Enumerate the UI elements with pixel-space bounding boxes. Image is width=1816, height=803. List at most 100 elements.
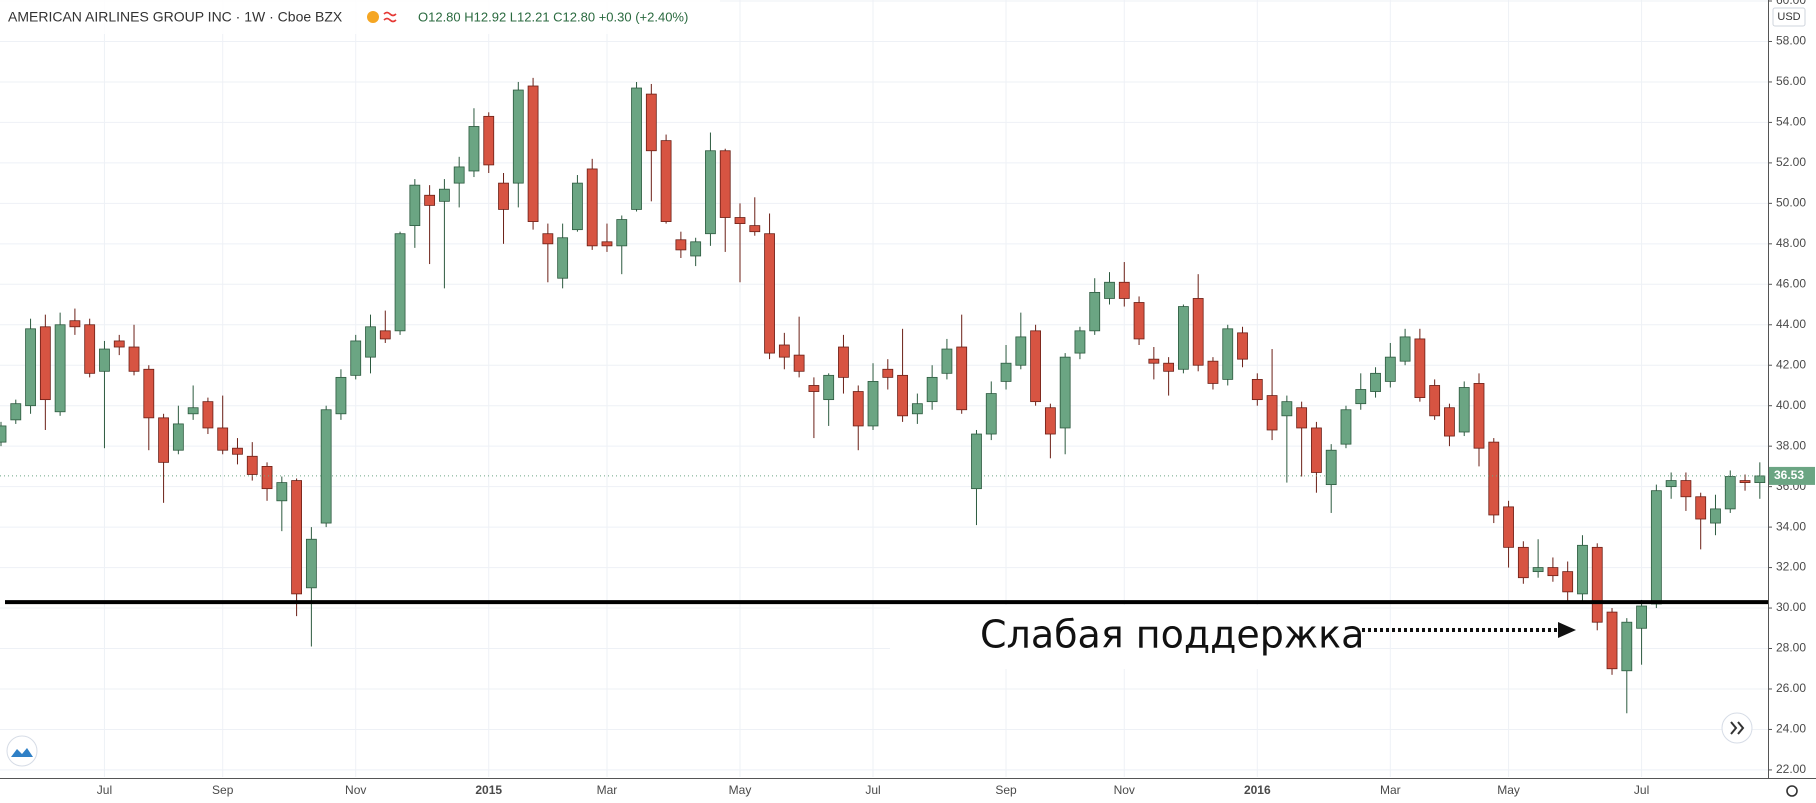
candle-body bbox=[54, 324, 66, 413]
price-axis-background bbox=[1769, 0, 1816, 803]
y-tick-label: 38.00 bbox=[1776, 438, 1806, 452]
y-tick-label: 58.00 bbox=[1776, 34, 1806, 48]
candle-body bbox=[926, 376, 938, 403]
y-tick-label: 56.00 bbox=[1776, 74, 1806, 88]
candle-body bbox=[793, 354, 805, 372]
candle-body bbox=[1547, 567, 1559, 577]
x-tick-label: Nov bbox=[345, 783, 366, 797]
candle-body bbox=[1237, 332, 1248, 360]
candle-body bbox=[1754, 475, 1766, 483]
session-icon bbox=[367, 11, 379, 23]
x-tick-label: Jul bbox=[865, 783, 880, 797]
candle-body bbox=[778, 344, 790, 358]
y-tick-label: 30.00 bbox=[1776, 600, 1806, 614]
candle-body bbox=[453, 166, 465, 184]
candle-body bbox=[99, 348, 110, 372]
y-tick-label: 22.00 bbox=[1776, 762, 1806, 776]
candle-body bbox=[1355, 389, 1367, 405]
candle-body bbox=[1074, 330, 1086, 354]
candle-body bbox=[1444, 407, 1455, 437]
y-tick-label: 42.00 bbox=[1776, 357, 1806, 371]
candle-body bbox=[39, 326, 51, 401]
overlay: AMERICAN AIRLINES GROUP INC · 1W · Cboe … bbox=[0, 0, 1753, 767]
x-tick-label: Jul bbox=[97, 783, 112, 797]
candle-body bbox=[1044, 407, 1056, 435]
candle-body bbox=[158, 417, 169, 463]
time-axis-background bbox=[0, 778, 1816, 803]
candle-body bbox=[1207, 360, 1219, 384]
settings-button[interactable] bbox=[1786, 785, 1798, 797]
candle-body bbox=[84, 324, 96, 374]
candle-body bbox=[808, 385, 820, 392]
y-tick-label: 52.00 bbox=[1776, 155, 1806, 169]
x-tick-label: Sep bbox=[212, 783, 234, 797]
candle-body bbox=[1222, 328, 1234, 380]
header-background bbox=[0, 0, 720, 34]
candle-body bbox=[1621, 621, 1633, 672]
candle-body bbox=[1133, 302, 1145, 340]
candle-body bbox=[1059, 356, 1071, 429]
candle-body bbox=[143, 368, 155, 419]
x-tick-label: Mar bbox=[597, 783, 618, 797]
candle-body bbox=[0, 425, 7, 443]
wave-icon bbox=[383, 11, 397, 23]
candle-body bbox=[1296, 407, 1308, 429]
candle-body bbox=[838, 346, 849, 378]
chart-title: AMERICAN AIRLINES GROUP INC · 1W · Cboe … bbox=[8, 9, 343, 25]
candle-body bbox=[911, 403, 923, 415]
candle-body bbox=[557, 237, 569, 279]
candle-body bbox=[1473, 383, 1485, 449]
candle-body bbox=[202, 401, 214, 429]
candle-body bbox=[897, 374, 908, 417]
currency-label: USD bbox=[1777, 11, 1800, 23]
y-tick-label: 44.00 bbox=[1776, 317, 1806, 331]
candle-body bbox=[1384, 356, 1396, 382]
logo-button[interactable] bbox=[6, 735, 38, 767]
candle-body bbox=[394, 233, 406, 332]
y-tick-label: 24.00 bbox=[1776, 722, 1806, 736]
candle-body bbox=[764, 233, 775, 354]
y-tick-label: 40.00 bbox=[1776, 398, 1806, 412]
y-tick-label: 60.00 bbox=[1776, 0, 1806, 7]
annotation-arrowhead bbox=[1558, 622, 1576, 638]
candle-body bbox=[424, 194, 436, 206]
candle-body bbox=[572, 182, 583, 231]
candle-body bbox=[1251, 378, 1263, 401]
candle-body bbox=[660, 140, 672, 222]
y-tick-label: 34.00 bbox=[1776, 519, 1806, 533]
candle-body bbox=[1015, 336, 1027, 366]
candle-body bbox=[409, 184, 421, 227]
y-tick-label: 50.00 bbox=[1776, 196, 1806, 210]
candle-body bbox=[232, 447, 243, 455]
candle-body bbox=[1710, 508, 1721, 524]
candle-body bbox=[1577, 544, 1588, 595]
candle-body bbox=[719, 150, 731, 218]
candle-body bbox=[1370, 372, 1381, 392]
candle-body bbox=[527, 85, 539, 222]
candle-body bbox=[320, 409, 332, 524]
candle-body bbox=[956, 346, 968, 411]
candle-body bbox=[1000, 362, 1012, 382]
candle-body bbox=[823, 374, 835, 401]
candle-body bbox=[1118, 281, 1130, 299]
candle-body bbox=[749, 225, 761, 233]
candle-body bbox=[645, 93, 657, 152]
candle-body bbox=[1163, 362, 1175, 372]
last-price-label: 36.53 bbox=[1774, 468, 1804, 482]
y-tick-label: 28.00 bbox=[1776, 641, 1806, 655]
candle-body bbox=[1429, 385, 1441, 417]
candle-body bbox=[276, 482, 288, 502]
candle-body bbox=[1458, 387, 1470, 433]
currency-box bbox=[1772, 7, 1806, 27]
candle-body bbox=[1636, 605, 1647, 629]
x-tick-label: 2016 bbox=[1244, 783, 1271, 797]
x-tick-label: May bbox=[1497, 783, 1520, 797]
candle-body bbox=[1665, 480, 1677, 488]
candle-body bbox=[365, 326, 376, 358]
logo-icon bbox=[11, 748, 33, 757]
candle-body bbox=[468, 126, 480, 172]
candle-body bbox=[734, 217, 746, 224]
candle-body bbox=[113, 340, 125, 348]
